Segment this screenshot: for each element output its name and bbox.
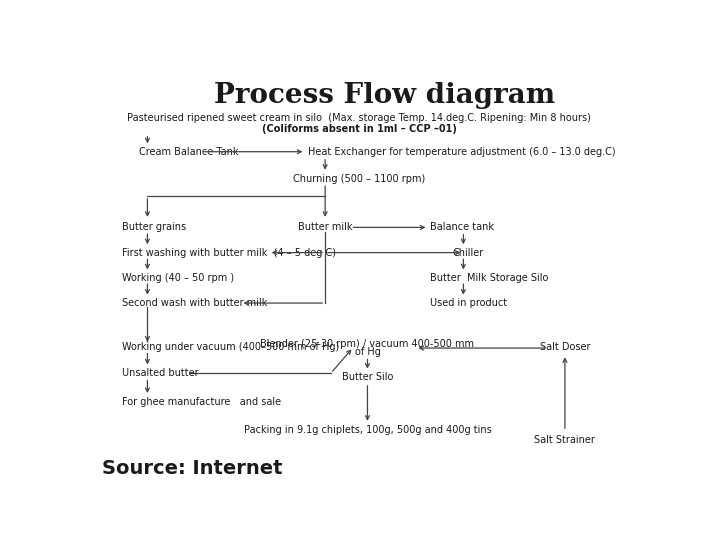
Text: Butter grains: Butter grains [122,222,186,233]
Text: Second wash with butter milk: Second wash with butter milk [122,298,267,308]
Text: (Coliforms absent in 1ml – CCP –01): (Coliforms absent in 1ml – CCP –01) [261,123,456,134]
Text: Used in product: Used in product [430,298,507,308]
Text: Butter  Milk Storage Silo: Butter Milk Storage Silo [430,273,548,283]
Text: Process Flow diagram: Process Flow diagram [214,82,555,109]
Text: Churning (500 – 1100 rpm): Churning (500 – 1100 rpm) [293,174,425,184]
Text: Working under vacuum (400–500 mm of Hg): Working under vacuum (400–500 mm of Hg) [122,342,339,352]
Text: Blender (25-30 rpm) / vacuum 400-500 mm: Blender (25-30 rpm) / vacuum 400-500 mm [261,339,475,349]
Text: For ghee manufacture   and sale: For ghee manufacture and sale [122,397,281,407]
Text: Balance tank: Balance tank [430,222,494,233]
Text: Pasteurised ripened sweet cream in silo  (Max. storage Temp. 14.deg.C. Ripening:: Pasteurised ripened sweet cream in silo … [127,113,591,123]
Text: Butter Silo: Butter Silo [341,372,393,382]
Text: Salt Doser: Salt Doser [539,342,590,352]
Text: Chiller: Chiller [452,247,483,258]
Text: Source: Internet: Source: Internet [102,459,282,478]
Text: Butter milk: Butter milk [298,222,352,233]
Text: Heat Exchanger for temperature adjustment (6.0 – 13.0 deg.C): Heat Exchanger for temperature adjustmen… [308,147,616,157]
Text: Cream Balance Tank: Cream Balance Tank [139,147,239,157]
Text: Unsalted butter: Unsalted butter [122,368,199,378]
Text: First washing with butter milk  (4 – 5 deg C): First washing with butter milk (4 – 5 de… [122,247,336,258]
Text: Working (40 – 50 rpm ): Working (40 – 50 rpm ) [122,273,234,283]
Text: Packing in 9.1g chiplets, 100g, 500g and 400g tins: Packing in 9.1g chiplets, 100g, 500g and… [244,425,491,435]
Text: Salt Strainer: Salt Strainer [534,435,596,444]
Text: of Hg: of Hg [355,347,381,357]
